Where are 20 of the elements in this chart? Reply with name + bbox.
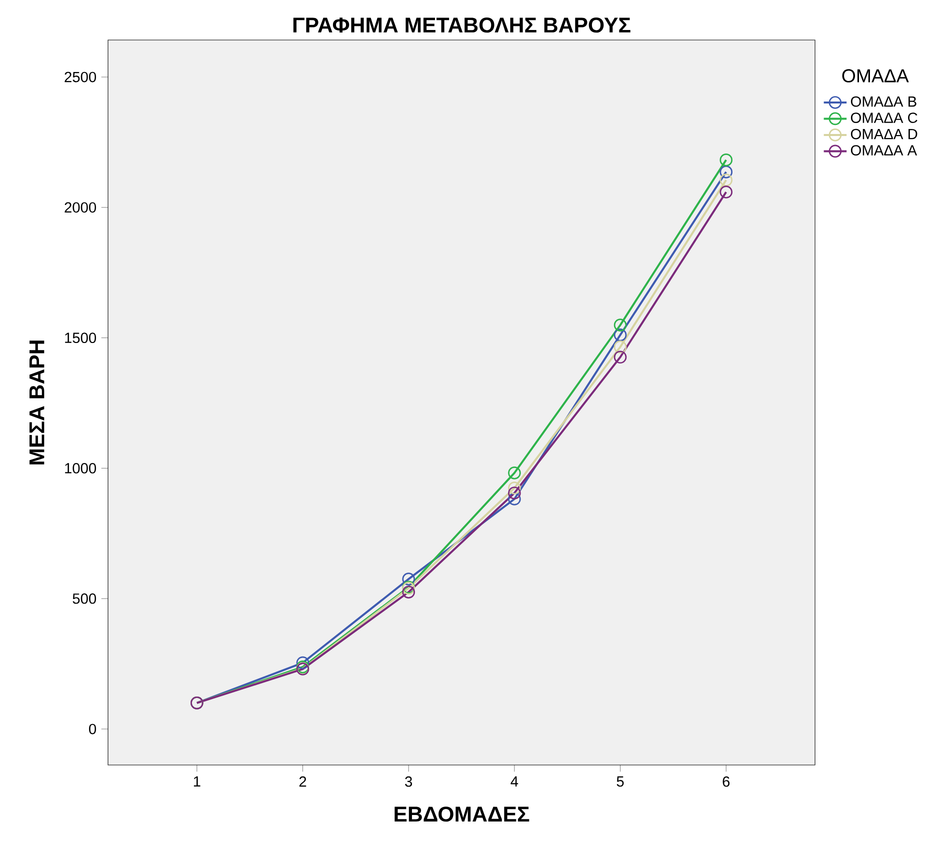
x-axis-title: ΕΒΔΟΜΑΔΕΣ (394, 806, 530, 822)
y-axis-title: ΜΕΣΑ ΒΑΡΗ (29, 340, 44, 464)
x-tick-label: 3 (405, 776, 412, 787)
legend-title: ΟΜΑΔΑ (842, 69, 909, 82)
x-tick-label: 4 (510, 776, 518, 786)
chart-title: ΓΡΑΦΗΜΑ ΜΕΤΑΒΟΛΗΣ ΒΑΡΟΥΣ (293, 18, 630, 33)
y-tick-label: 2500 (64, 72, 96, 82)
y-tick-label: 1000 (65, 463, 96, 474)
y-tick-label: 500 (72, 593, 96, 604)
x-tick-label: 1 (194, 776, 200, 786)
y-tick-label: 1500 (65, 332, 96, 344)
x-tick-label: 2 (299, 776, 306, 787)
y-tick-label: 2000 (64, 202, 96, 213)
legend-label: ΟΜΑΔΑ B (850, 96, 916, 107)
x-tick-label: 5 (616, 776, 624, 787)
x-tick-label: 6 (722, 776, 730, 787)
legend-label: ΟΜΑΔΑ C (850, 112, 918, 123)
y-tick-label: 0 (89, 724, 96, 734)
legend-label: ΟΜΑΔΑ D (850, 128, 918, 140)
legend-label: ΟΜΑΔΑ A (850, 145, 918, 156)
